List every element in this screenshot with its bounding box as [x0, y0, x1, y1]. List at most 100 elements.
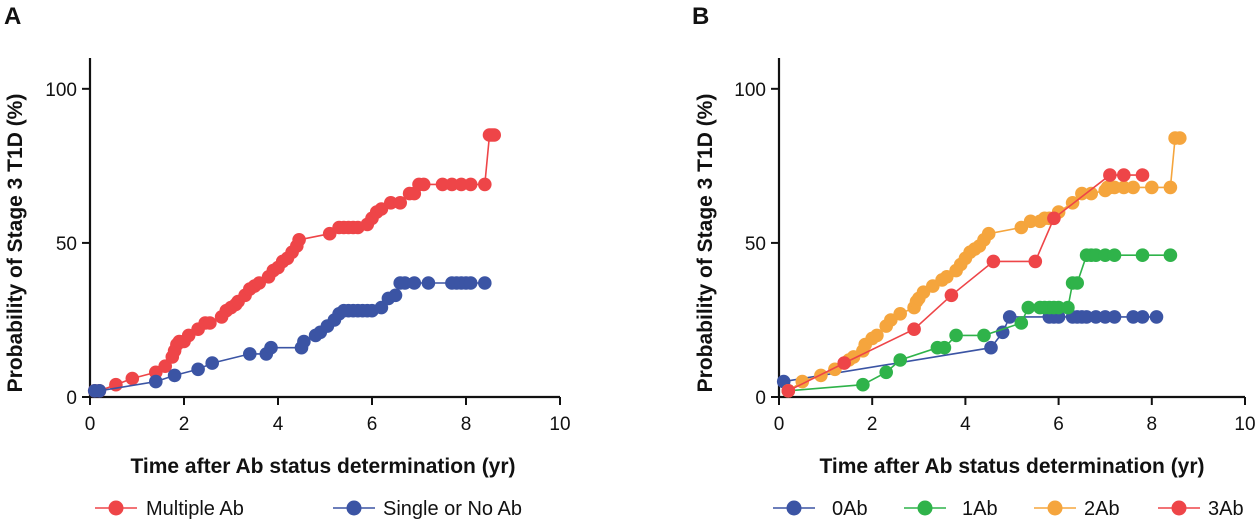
legend-marker [346, 500, 362, 516]
data-point[interactable] [1079, 310, 1094, 324]
panel-a-letter: A [4, 3, 21, 30]
data-point[interactable] [388, 288, 403, 303]
data-point[interactable] [1135, 310, 1150, 324]
data-point[interactable] [1021, 300, 1036, 315]
data-point[interactable] [374, 300, 389, 315]
data-point[interactable] [984, 340, 998, 355]
data-point[interactable] [1089, 310, 1103, 324]
data-point[interactable] [781, 384, 796, 398]
data-point[interactable] [1023, 214, 1038, 229]
data-point[interactable] [487, 128, 502, 142]
data-point[interactable] [937, 340, 952, 355]
data-point[interactable] [393, 196, 408, 210]
data-point[interactable] [1135, 168, 1150, 182]
data-point[interactable] [1103, 168, 1117, 182]
data-point[interactable] [1107, 180, 1122, 195]
data-point[interactable] [158, 359, 172, 374]
legend-item-2ab[interactable]: 2Ab [1034, 498, 1120, 520]
data-point[interactable] [907, 322, 921, 337]
data-point[interactable] [421, 276, 436, 290]
data-point[interactable] [1173, 131, 1187, 145]
data-point[interactable] [478, 177, 492, 192]
data-point[interactable] [92, 384, 107, 398]
data-point[interactable] [1107, 310, 1122, 324]
data-point[interactable] [995, 325, 1010, 340]
data-point[interactable] [1117, 180, 1131, 195]
y-tick-label: 50 [56, 234, 77, 255]
data-point[interactable] [977, 328, 991, 343]
legend-item-0ab[interactable]: 0Ab [773, 498, 868, 520]
data-point[interactable] [463, 276, 478, 290]
data-point[interactable] [384, 196, 398, 210]
legend-marker [786, 500, 802, 516]
data-point[interactable] [463, 177, 478, 192]
legend-label: Single or No Ab [383, 498, 522, 520]
panel-a-y-axis-title: Probability of Stage 3 T1D (%) [4, 94, 27, 393]
legend-item-3ab[interactable]: 3Ab [1158, 498, 1244, 520]
data-point[interactable] [949, 328, 963, 343]
data-point[interactable] [981, 226, 996, 241]
data-point[interactable] [1014, 316, 1029, 330]
series-1ab [781, 248, 1178, 398]
legend-item-multiple-ab[interactable]: Multiple Ab [95, 498, 244, 520]
data-point[interactable] [1163, 248, 1178, 262]
data-point[interactable] [893, 353, 907, 367]
panel-b-x-axis-title: Time after Ab status determination (yr) [819, 455, 1204, 478]
data-point[interactable] [1098, 310, 1112, 324]
data-point[interactable] [125, 371, 140, 386]
data-point[interactable] [454, 177, 469, 192]
data-point[interactable] [297, 334, 311, 349]
data-point[interactable] [1135, 248, 1150, 262]
data-point[interactable] [167, 368, 182, 383]
data-point[interactable] [1075, 186, 1089, 201]
data-point[interactable] [893, 307, 907, 321]
data-point[interactable] [191, 362, 205, 377]
data-point[interactable] [1098, 248, 1112, 262]
data-point[interactable] [1145, 180, 1159, 195]
y-tick-label: 100 [734, 80, 766, 101]
data-point[interactable] [1084, 186, 1098, 201]
data-point[interactable] [292, 233, 306, 247]
data-point[interactable] [205, 356, 219, 370]
data-point[interactable] [1149, 310, 1164, 324]
data-point[interactable] [1051, 300, 1066, 315]
data-point[interactable] [870, 328, 884, 343]
data-point[interactable] [149, 374, 163, 389]
data-point[interactable] [398, 276, 412, 290]
y-tick-label: 50 [745, 234, 766, 255]
data-point[interactable] [986, 254, 1001, 269]
data-point[interactable] [203, 316, 217, 330]
panel-a-series [87, 128, 502, 398]
x-tick-label: 0 [85, 414, 96, 435]
data-point[interactable] [416, 177, 431, 192]
data-point[interactable] [1117, 168, 1131, 182]
data-point[interactable] [1126, 310, 1140, 324]
data-point[interactable] [478, 276, 492, 290]
data-point[interactable] [1028, 254, 1043, 269]
data-point[interactable] [856, 377, 870, 392]
legend-label: 3Ab [1208, 498, 1244, 520]
data-point[interactable] [944, 288, 959, 303]
data-point[interactable] [435, 177, 450, 192]
legend-item-1ab[interactable]: 1Ab [904, 498, 998, 520]
data-point[interactable] [1047, 211, 1061, 226]
data-point[interactable] [1107, 248, 1122, 262]
x-tick-label: 2 [179, 414, 190, 435]
x-tick-label: 8 [1147, 414, 1158, 435]
data-point[interactable] [243, 347, 257, 361]
data-point[interactable] [1126, 180, 1140, 195]
data-point[interactable] [1061, 300, 1075, 315]
legend-item-single-or-no-ab[interactable]: Single or No Ab [333, 498, 522, 520]
data-point[interactable] [407, 276, 422, 290]
data-point[interactable] [879, 365, 893, 380]
data-point[interactable] [1089, 248, 1103, 262]
data-point[interactable] [264, 340, 278, 355]
data-point[interactable] [1070, 276, 1084, 290]
data-point[interactable] [1002, 310, 1017, 324]
data-point[interactable] [445, 177, 459, 192]
x-tick-label: 8 [461, 414, 472, 435]
panel-a-legend: Multiple Ab Single or No Ab [95, 498, 522, 520]
data-point[interactable] [1163, 180, 1178, 195]
data-point[interactable] [837, 356, 851, 370]
